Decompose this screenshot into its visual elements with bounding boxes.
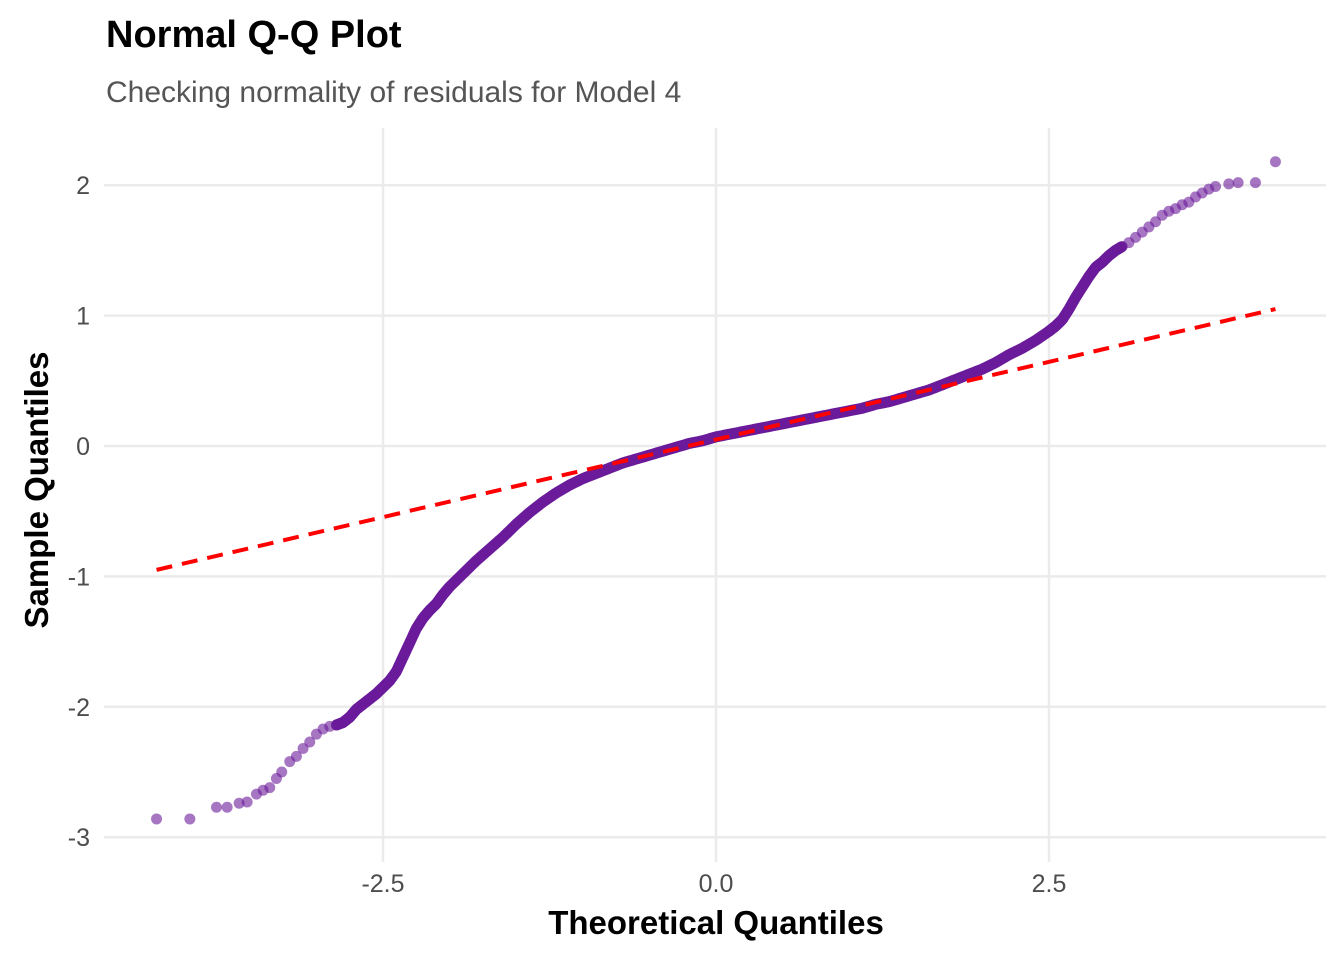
y-tick-labels: -3 -2 -1 0 1 2 <box>68 172 90 852</box>
data-point <box>276 766 288 778</box>
data-point <box>1210 181 1221 193</box>
y-tick-label: -2 <box>68 694 90 722</box>
data-points <box>151 156 1281 825</box>
data-point <box>151 813 163 825</box>
x-axis-title: Theoretical Quantiles <box>548 904 884 941</box>
data-point <box>1249 177 1261 189</box>
data-point <box>1223 178 1235 190</box>
y-tick-label: -1 <box>68 563 90 591</box>
data-point <box>1232 177 1244 189</box>
data-point <box>211 801 222 813</box>
x-tick-label: 2.5 <box>1032 870 1067 898</box>
x-gridlines <box>381 128 1051 862</box>
y-tick-label: 0 <box>76 433 90 461</box>
data-point <box>1269 156 1281 168</box>
y-tick-label: -3 <box>68 824 90 852</box>
y-tick-label: 1 <box>76 303 90 331</box>
data-point <box>304 736 316 748</box>
chart-subtitle: Checking normality of residuals for Mode… <box>106 76 682 109</box>
y-tick-label: 2 <box>76 172 90 200</box>
reference-line <box>156 307 1276 572</box>
data-point <box>264 782 276 794</box>
x-tick-labels: -2.5 0.0 2.5 <box>361 870 1066 898</box>
y-gridlines <box>104 183 1326 839</box>
data-point <box>290 750 302 762</box>
data-point <box>241 796 253 808</box>
x-tick-label: -2.5 <box>361 870 404 898</box>
data-point <box>184 813 196 825</box>
chart-title: Normal Q-Q Plot <box>106 14 402 56</box>
data-point <box>221 801 233 813</box>
y-axis-title: Sample Quantiles <box>18 352 55 629</box>
x-tick-label: 0.0 <box>699 870 734 898</box>
